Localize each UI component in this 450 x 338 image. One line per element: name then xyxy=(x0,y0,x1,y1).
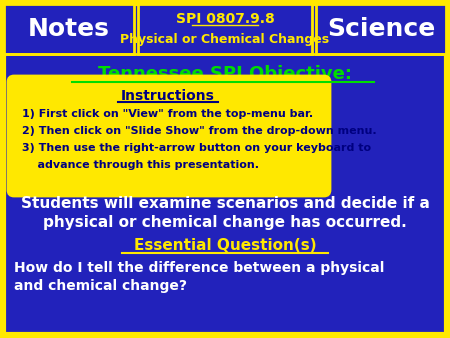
FancyBboxPatch shape xyxy=(138,4,312,54)
Text: Physical or Chemical Changes: Physical or Chemical Changes xyxy=(121,32,329,46)
Text: How do I tell the difference between a physical: How do I tell the difference between a p… xyxy=(14,261,384,275)
Text: Students will examine scenarios and decide if a: Students will examine scenarios and deci… xyxy=(21,195,429,211)
Text: physical or chemical change has occurred.: physical or chemical change has occurred… xyxy=(43,216,407,231)
Text: 3) Then use the right-arrow button on your keyboard to: 3) Then use the right-arrow button on yo… xyxy=(22,143,371,153)
Text: Tennessee SPI Objective:: Tennessee SPI Objective: xyxy=(98,65,352,83)
Text: Notes: Notes xyxy=(28,17,110,41)
FancyBboxPatch shape xyxy=(4,4,446,334)
Text: Instructions: Instructions xyxy=(121,89,215,103)
FancyBboxPatch shape xyxy=(8,76,330,196)
Text: and chemical change?: and chemical change? xyxy=(14,279,187,293)
Text: 2) Then click on "Slide Show" from the drop-down menu.: 2) Then click on "Slide Show" from the d… xyxy=(22,126,377,136)
Text: SPI 0807.9.8: SPI 0807.9.8 xyxy=(176,12,274,26)
Text: Science: Science xyxy=(327,17,435,41)
FancyBboxPatch shape xyxy=(4,4,134,54)
Text: Essential Question(s): Essential Question(s) xyxy=(134,239,316,254)
Text: 1) First click on "View" from the top-menu bar.: 1) First click on "View" from the top-me… xyxy=(22,109,313,119)
FancyBboxPatch shape xyxy=(316,4,446,54)
Text: advance through this presentation.: advance through this presentation. xyxy=(22,160,259,170)
